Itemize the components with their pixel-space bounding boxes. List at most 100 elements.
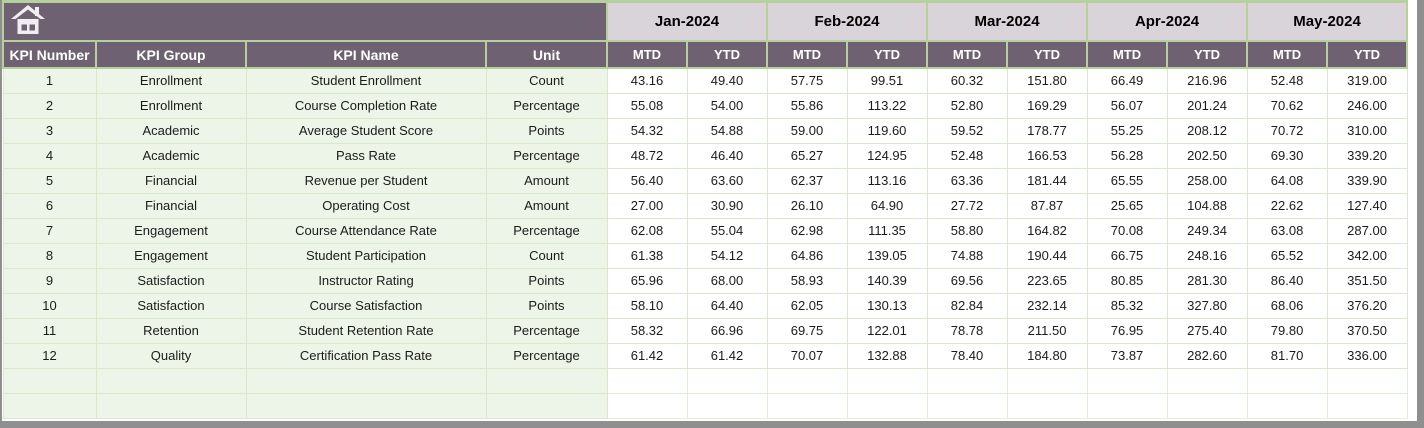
value-cell[interactable]: 339.20 bbox=[1326, 142, 1408, 169]
value-cell[interactable]: 69.30 bbox=[1246, 142, 1328, 169]
kpi-group-cell[interactable]: Satisfaction bbox=[95, 267, 247, 294]
empty-cell[interactable] bbox=[95, 392, 247, 419]
value-cell[interactable]: 25.65 bbox=[1086, 192, 1168, 219]
value-cell[interactable]: 113.22 bbox=[846, 92, 928, 119]
value-cell[interactable]: 43.16 bbox=[606, 67, 688, 94]
value-cell[interactable]: 63.60 bbox=[686, 167, 768, 194]
value-cell[interactable]: 81.70 bbox=[1246, 342, 1328, 369]
value-cell[interactable]: 281.30 bbox=[1166, 267, 1248, 294]
value-cell[interactable]: 61.42 bbox=[686, 342, 768, 369]
empty-cell[interactable] bbox=[1326, 367, 1408, 394]
subheader-cell[interactable]: MTD bbox=[766, 40, 848, 69]
kpi-name-cell[interactable]: Student Retention Rate bbox=[245, 317, 487, 344]
kpi-group-cell[interactable]: Enrollment bbox=[95, 92, 247, 119]
value-cell[interactable]: 202.50 bbox=[1166, 142, 1248, 169]
value-cell[interactable]: 69.56 bbox=[926, 267, 1008, 294]
value-cell[interactable]: 99.51 bbox=[846, 67, 928, 94]
value-cell[interactable]: 68.00 bbox=[686, 267, 768, 294]
value-cell[interactable]: 64.40 bbox=[686, 292, 768, 319]
value-cell[interactable]: 184.80 bbox=[1006, 342, 1088, 369]
value-cell[interactable]: 55.08 bbox=[606, 92, 688, 119]
kpi-name-cell[interactable]: Revenue per Student bbox=[245, 167, 487, 194]
month-header-cell[interactable]: May-2024 bbox=[1246, 0, 1409, 42]
empty-cell[interactable] bbox=[2, 367, 97, 394]
value-cell[interactable]: 78.78 bbox=[926, 317, 1008, 344]
value-cell[interactable]: 62.05 bbox=[766, 292, 848, 319]
kpi-name-cell[interactable]: Average Student Score bbox=[245, 117, 487, 144]
value-cell[interactable]: 351.50 bbox=[1326, 267, 1408, 294]
value-cell[interactable]: 68.06 bbox=[1246, 292, 1328, 319]
value-cell[interactable]: 119.60 bbox=[846, 117, 928, 144]
value-cell[interactable]: 58.32 bbox=[606, 317, 688, 344]
value-cell[interactable]: 211.50 bbox=[1006, 317, 1088, 344]
value-cell[interactable]: 370.50 bbox=[1326, 317, 1408, 344]
value-cell[interactable]: 78.40 bbox=[926, 342, 1008, 369]
value-cell[interactable]: 52.48 bbox=[1246, 67, 1328, 94]
value-cell[interactable]: 26.10 bbox=[766, 192, 848, 219]
empty-cell[interactable] bbox=[926, 392, 1008, 419]
unit-cell[interactable]: Points bbox=[485, 117, 608, 144]
value-cell[interactable]: 166.53 bbox=[1006, 142, 1088, 169]
unit-cell[interactable]: Percentage bbox=[485, 217, 608, 244]
unit-cell[interactable]: Percentage bbox=[485, 317, 608, 344]
value-cell[interactable]: 140.39 bbox=[846, 267, 928, 294]
kpi-group-cell[interactable]: Financial bbox=[95, 192, 247, 219]
subheader-cell[interactable]: MTD bbox=[1086, 40, 1169, 69]
value-cell[interactable]: 30.90 bbox=[686, 192, 768, 219]
unit-cell[interactable]: Amount bbox=[485, 192, 608, 219]
value-cell[interactable]: 76.95 bbox=[1086, 317, 1168, 344]
unit-cell[interactable]: Percentage bbox=[485, 92, 608, 119]
subheader-cell[interactable]: YTD bbox=[686, 40, 768, 69]
value-cell[interactable]: 376.20 bbox=[1326, 292, 1408, 319]
value-cell[interactable]: 70.08 bbox=[1086, 217, 1168, 244]
unit-cell[interactable]: Points bbox=[485, 292, 608, 319]
value-cell[interactable]: 73.87 bbox=[1086, 342, 1168, 369]
kpi-group-cell[interactable]: Engagement bbox=[95, 242, 247, 269]
empty-cell[interactable] bbox=[1246, 367, 1328, 394]
kpi-group-cell[interactable]: Financial bbox=[95, 167, 247, 194]
value-cell[interactable]: 85.32 bbox=[1086, 292, 1168, 319]
column-header-cell[interactable]: KPI Name bbox=[245, 40, 487, 69]
value-cell[interactable]: 54.88 bbox=[686, 117, 768, 144]
kpi-group-cell[interactable]: Enrollment bbox=[95, 67, 247, 94]
empty-cell[interactable] bbox=[485, 367, 608, 394]
value-cell[interactable]: 130.13 bbox=[846, 292, 928, 319]
value-cell[interactable]: 86.40 bbox=[1246, 267, 1328, 294]
value-cell[interactable]: 62.98 bbox=[766, 217, 848, 244]
value-cell[interactable]: 342.00 bbox=[1326, 242, 1408, 269]
subheader-cell[interactable]: MTD bbox=[1246, 40, 1329, 69]
subheader-cell[interactable]: YTD bbox=[1006, 40, 1089, 69]
kpi-number-cell[interactable]: 10 bbox=[2, 292, 97, 319]
subheader-cell[interactable]: MTD bbox=[926, 40, 1009, 69]
value-cell[interactable]: 64.08 bbox=[1246, 167, 1328, 194]
kpi-group-cell[interactable]: Academic bbox=[95, 117, 247, 144]
value-cell[interactable]: 49.40 bbox=[686, 67, 768, 94]
column-header-cell[interactable]: Unit bbox=[485, 40, 608, 69]
value-cell[interactable]: 27.00 bbox=[606, 192, 688, 219]
kpi-group-cell[interactable]: Quality bbox=[95, 342, 247, 369]
value-cell[interactable]: 64.90 bbox=[846, 192, 928, 219]
kpi-name-cell[interactable]: Course Completion Rate bbox=[245, 92, 487, 119]
value-cell[interactable]: 258.00 bbox=[1166, 167, 1248, 194]
value-cell[interactable]: 82.84 bbox=[926, 292, 1008, 319]
value-cell[interactable]: 55.86 bbox=[766, 92, 848, 119]
value-cell[interactable]: 52.48 bbox=[926, 142, 1008, 169]
home-cell[interactable] bbox=[2, 0, 608, 42]
kpi-name-cell[interactable]: Pass Rate bbox=[245, 142, 487, 169]
value-cell[interactable]: 65.55 bbox=[1086, 167, 1168, 194]
empty-cell[interactable] bbox=[485, 392, 608, 419]
value-cell[interactable]: 79.80 bbox=[1246, 317, 1328, 344]
value-cell[interactable]: 127.40 bbox=[1326, 192, 1408, 219]
value-cell[interactable]: 70.72 bbox=[1246, 117, 1328, 144]
month-header-cell[interactable]: Feb-2024 bbox=[765, 0, 929, 42]
kpi-name-cell[interactable]: Student Enrollment bbox=[245, 67, 487, 94]
value-cell[interactable]: 56.07 bbox=[1086, 92, 1168, 119]
kpi-number-cell[interactable]: 6 bbox=[2, 192, 97, 219]
value-cell[interactable]: 113.16 bbox=[846, 167, 928, 194]
value-cell[interactable]: 65.96 bbox=[606, 267, 688, 294]
kpi-name-cell[interactable]: Course Attendance Rate bbox=[245, 217, 487, 244]
value-cell[interactable]: 57.75 bbox=[766, 67, 848, 94]
value-cell[interactable]: 282.60 bbox=[1166, 342, 1248, 369]
value-cell[interactable]: 80.85 bbox=[1086, 267, 1168, 294]
value-cell[interactable]: 27.72 bbox=[926, 192, 1008, 219]
